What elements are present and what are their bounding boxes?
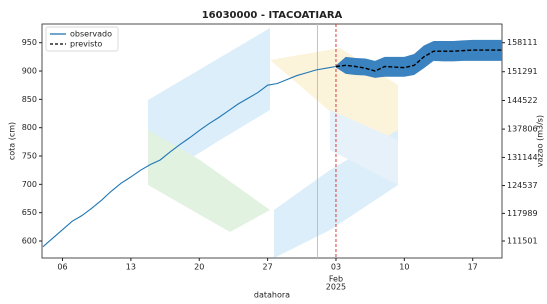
x-tick-label: 20 [194,263,204,272]
y-tick-label: 800 [22,123,37,132]
y-tick-label: 600 [22,237,37,246]
x-axis-label: datahora [254,291,290,300]
y2-tick-label: 158111 [507,38,538,47]
y-tick-label: 700 [22,180,37,189]
chart: 16030000 - ITACOATIARA datahora cota (cm… [0,0,547,300]
y-axis-label: cota (cm) [8,122,17,160]
x-tick-label: 17 [468,263,478,272]
x-tick-label: 27 [263,263,273,272]
plot [43,24,502,258]
x-tick-label: 06 [57,263,67,272]
x-tick-label: 10 [399,263,409,272]
y-tick-label: 950 [22,38,37,47]
y2-tick-label: 151291 [507,67,538,76]
legend-label: previsto [70,40,102,49]
y2-tick-label: 137806 [507,125,538,134]
x-tick-label: 13 [126,263,136,272]
y-tick-label: 750 [22,152,37,161]
y2-tick-label: 144522 [507,96,538,105]
x-tick-label: 03 [331,263,341,272]
y2-tick-label: 124537 [507,181,538,190]
y-tick-label: 650 [22,208,37,217]
legend-label: observado [70,30,112,39]
forecast-band [336,40,502,78]
y2-tick-label: 117989 [507,209,538,218]
year-label: 2025 [326,283,346,292]
y2-tick-label: 111501 [507,237,538,246]
y-tick-label: 850 [22,95,37,104]
chart-title: 16030000 - ITACOATIARA [202,10,343,21]
y-tick-label: 900 [22,67,37,76]
y2-tick-label: 131144 [507,153,538,162]
